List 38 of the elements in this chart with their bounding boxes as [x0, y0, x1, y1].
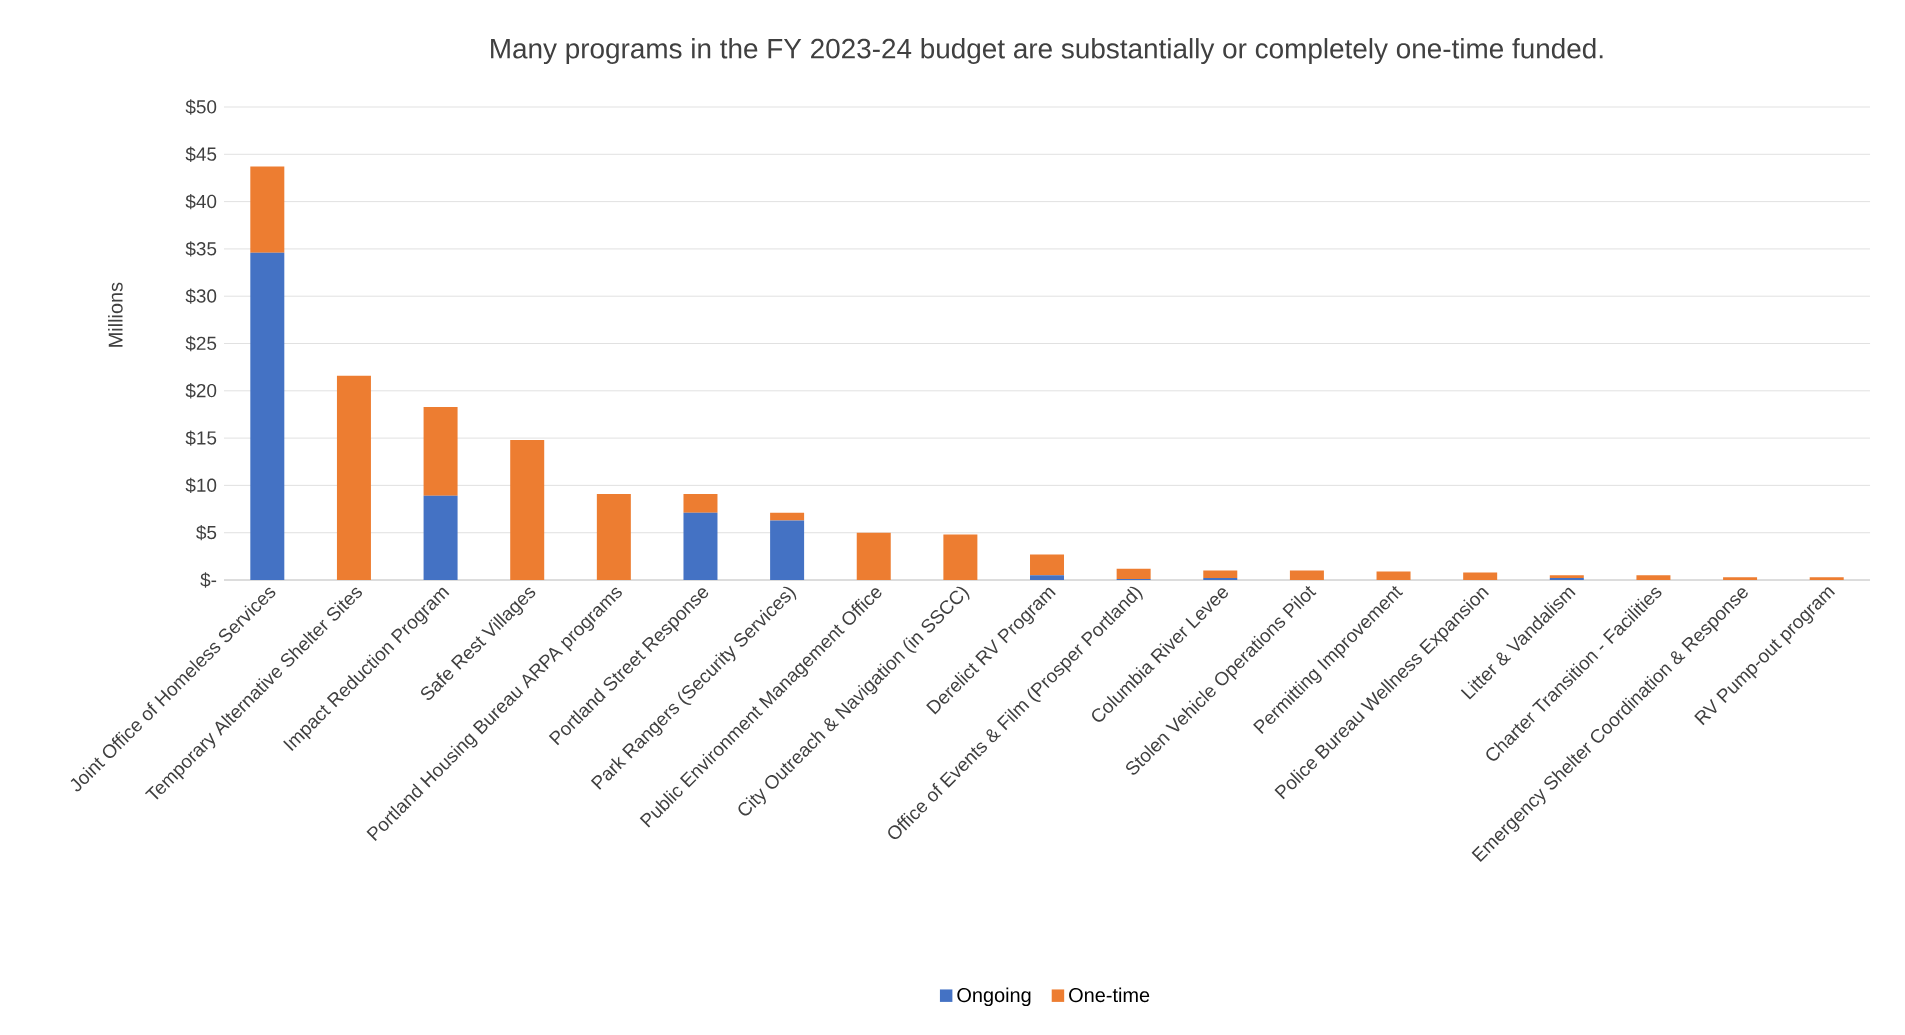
- y-tick-label: $50: [185, 99, 217, 115]
- bar: [1203, 570, 1238, 579]
- bar: [336, 375, 371, 580]
- bar: [1463, 572, 1498, 580]
- y-tick-label: $20: [185, 383, 217, 399]
- y-tick-label: $10: [185, 477, 217, 494]
- y-tick-label: $35: [185, 241, 217, 257]
- bar: [1809, 577, 1844, 580]
- bar: [683, 512, 718, 580]
- bar: [510, 439, 545, 580]
- y-axis-title: Millions: [108, 282, 123, 347]
- bar: [423, 495, 458, 580]
- bar: [770, 512, 805, 521]
- bar: [1030, 575, 1065, 580]
- y-tick-label: $15: [185, 430, 217, 446]
- bar: [683, 493, 718, 513]
- y-tick-label: $45: [185, 146, 217, 162]
- bar: [596, 493, 631, 580]
- bar: [1636, 575, 1671, 580]
- y-tick-label: $30: [185, 288, 217, 304]
- bar: [856, 532, 891, 580]
- bar: [770, 520, 805, 580]
- y-tick-label: $25: [185, 335, 217, 352]
- y-tick-label: $-: [200, 572, 217, 588]
- bar: [1376, 571, 1411, 580]
- bar: [250, 252, 285, 580]
- bar: [423, 406, 458, 496]
- bar: [1030, 554, 1065, 576]
- bar: [250, 166, 285, 253]
- chart-title: Many programs in the FY 2023-24 budget are substantially or completely one-time funded.: [491, 38, 1603, 65]
- bar: [943, 534, 978, 580]
- bar: [1116, 568, 1151, 580]
- legend-label: One-time: [1069, 987, 1150, 1003]
- y-tick-label: $5: [196, 525, 217, 541]
- legend-label: Ongoing: [957, 987, 1031, 1007]
- bar: [1289, 570, 1324, 580]
- bar: [1723, 577, 1758, 580]
- y-tick-label: $40: [185, 193, 217, 210]
